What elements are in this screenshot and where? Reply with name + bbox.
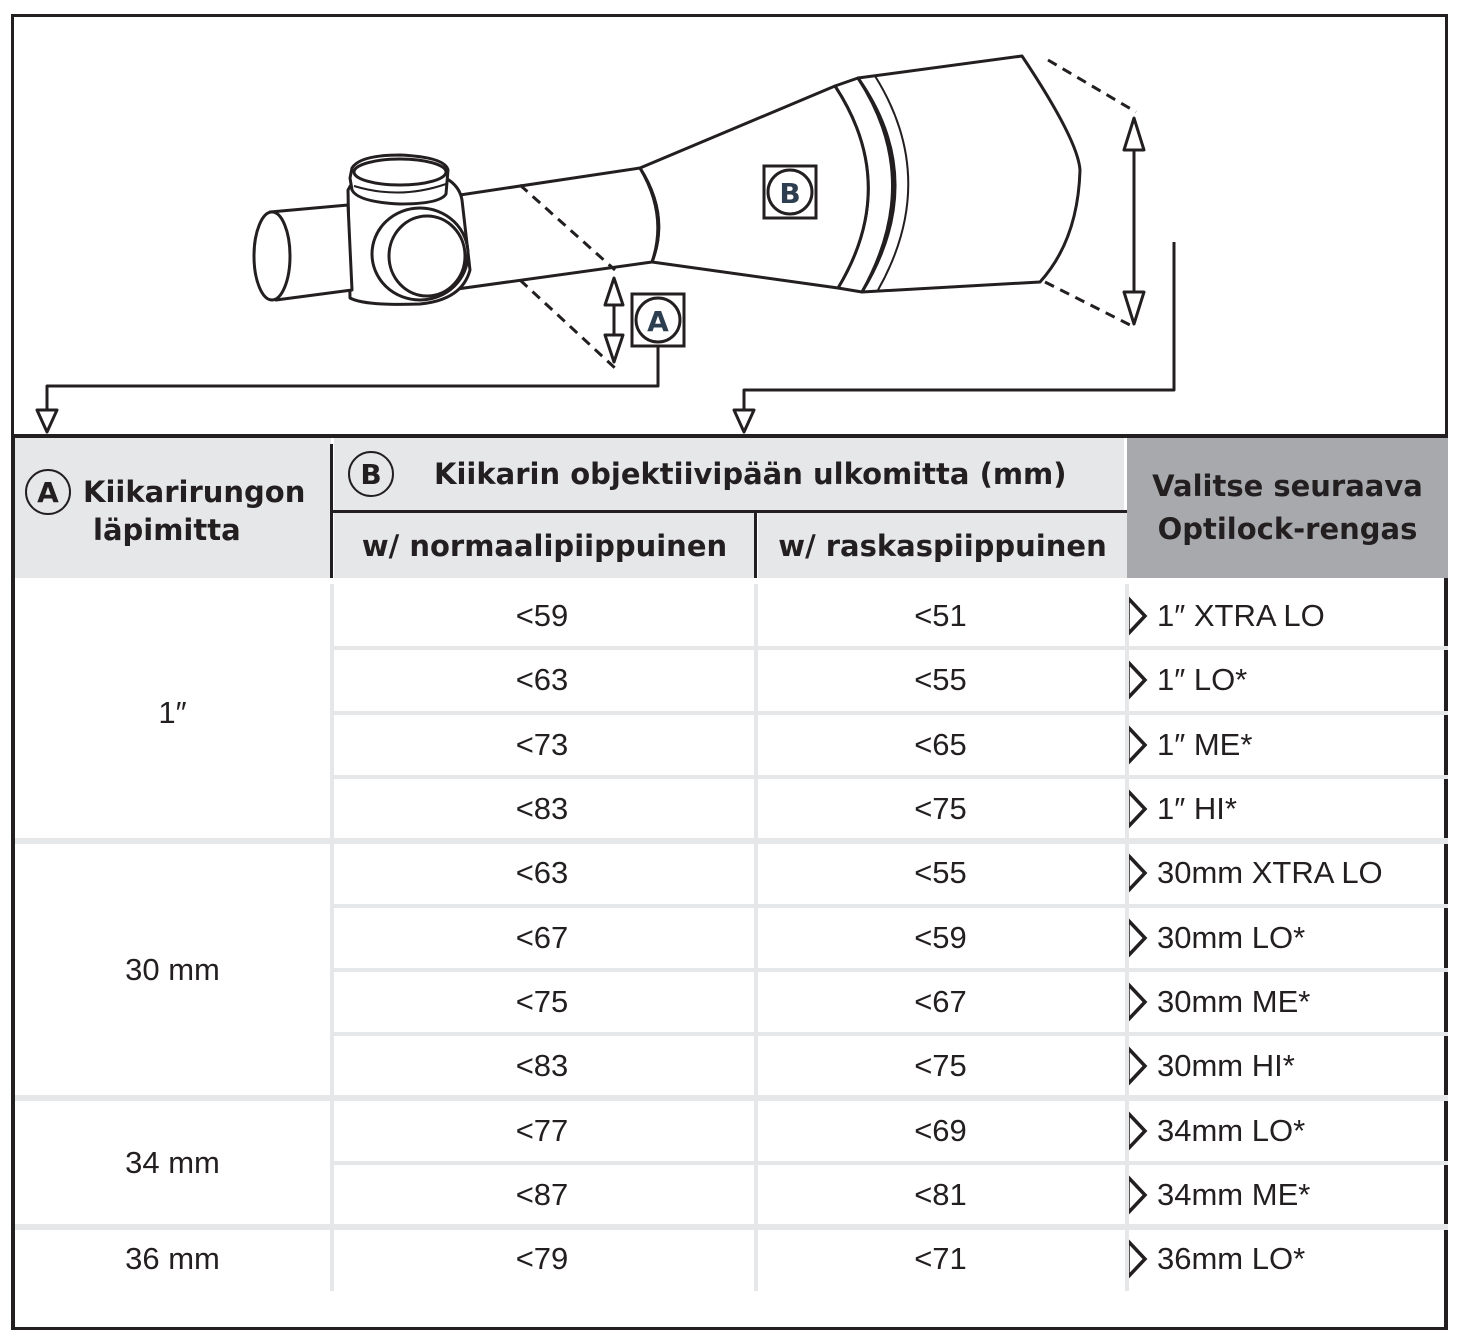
heavy-diameter-cell: <51 xyxy=(914,598,967,634)
normal-diameter-cell: <77 xyxy=(515,1112,569,1148)
normal-diameter-cell: <63 xyxy=(515,662,569,698)
header-ring-choice: Valitse seuraava Optilock-rengas xyxy=(1127,438,1448,578)
tube-diameter-cell: 36 mm xyxy=(125,1241,220,1277)
header-heavy-text: w/ raskaspiippuinen xyxy=(778,528,1107,563)
normal-diameter-cell: <79 xyxy=(515,1241,569,1277)
ring-choice-cell: 30mm ME* xyxy=(1157,983,1311,1019)
heavy-diameter-cell: <71 xyxy=(914,1241,967,1277)
heavy-diameter-cell: <55 xyxy=(914,855,967,891)
ring-selection-table: A Kiikarirungon läpimitta B Kiikarin obj… xyxy=(11,434,1448,1330)
header-normal-barrel: w/ normaalipiippuinen xyxy=(334,513,755,578)
heavy-diameter-cell: <55 xyxy=(914,662,967,698)
scope-cone xyxy=(638,84,870,290)
header-objective-diameter: B Kiikarin objektiivipään ulkomitta (mm) xyxy=(334,438,1124,510)
row-separator xyxy=(330,1032,1448,1037)
normal-diameter-cell: <83 xyxy=(515,1048,569,1084)
heavy-diameter-cell: <67 xyxy=(914,983,967,1019)
label-b-marker: B xyxy=(762,164,818,220)
row-separator xyxy=(330,903,1448,908)
group-separator xyxy=(15,838,1448,845)
scope-diagram: A B xyxy=(35,54,1176,434)
header-tube-line2: läpimitta xyxy=(93,513,241,547)
ring-choice-cell: 1″ XTRA LO xyxy=(1157,598,1325,634)
row-separator xyxy=(330,967,1448,972)
normal-diameter-cell: <87 xyxy=(515,1176,569,1212)
header-tube-diameter: A Kiikarirungon läpimitta xyxy=(15,438,331,578)
header-divider-2 xyxy=(754,513,757,578)
header-ring-line1: Valitse seuraava xyxy=(1152,469,1423,503)
ring-choice-cell: 30mm XTRA LO xyxy=(1157,855,1383,891)
row-separator xyxy=(330,774,1448,779)
header-ring-line2: Optilock-rengas xyxy=(1157,512,1418,546)
normal-diameter-cell: <73 xyxy=(515,726,569,762)
normal-diameter-cell: <83 xyxy=(515,791,569,827)
group-separator xyxy=(15,1095,1448,1102)
ring-choice-cell: 1″ HI* xyxy=(1157,791,1237,827)
header-subdivider xyxy=(330,510,1127,513)
row-separator xyxy=(330,646,1448,651)
column-separator xyxy=(754,584,758,1292)
ring-choice-cell: 30mm LO* xyxy=(1157,919,1306,955)
heavy-diameter-cell: <75 xyxy=(914,791,967,827)
ring-choice-cell: 34mm ME* xyxy=(1157,1176,1311,1212)
connector-a xyxy=(45,346,660,412)
header-heavy-barrel: w/ raskaspiippuinen xyxy=(758,513,1127,578)
ring-choice-cell: 30mm HI* xyxy=(1157,1048,1295,1084)
dimension-arrow-a xyxy=(603,276,625,364)
heavy-diameter-cell: <65 xyxy=(914,726,967,762)
normal-diameter-cell: <59 xyxy=(515,598,569,634)
objective-bell xyxy=(856,54,1082,294)
main-tube xyxy=(438,166,661,292)
ring-choice-cell: 36mm LO* xyxy=(1157,1241,1306,1277)
connector-b xyxy=(742,242,1176,412)
heavy-diameter-cell: <69 xyxy=(914,1112,967,1148)
badge-a: A xyxy=(25,469,71,515)
ring-choice-cell: 1″ ME* xyxy=(1157,726,1253,762)
normal-diameter-cell: <75 xyxy=(515,983,569,1019)
tube-diameter-cell: 1″ xyxy=(158,694,187,730)
row-separator xyxy=(330,710,1448,715)
heavy-diameter-cell: <75 xyxy=(914,1048,967,1084)
ring-choice-cell: 34mm LO* xyxy=(1157,1112,1306,1148)
column-separator xyxy=(1125,584,1129,1292)
heavy-diameter-cell: <81 xyxy=(914,1176,967,1212)
label-a-marker: A xyxy=(630,292,686,348)
dimension-arrow-b xyxy=(1122,116,1146,326)
heavy-diameter-cell: <59 xyxy=(914,919,967,955)
header-tube-line1: Kiikarirungon xyxy=(83,475,306,509)
normal-diameter-cell: <67 xyxy=(515,919,569,955)
ring-choice-cell: 1″ LO* xyxy=(1157,662,1248,698)
column-separator xyxy=(330,584,334,1292)
label-b-text: B xyxy=(779,177,800,210)
tube-diameter-cell: 30 mm xyxy=(125,951,220,987)
normal-diameter-cell: <63 xyxy=(515,855,569,891)
group-separator xyxy=(15,1224,1448,1230)
header-objective-title: Kiikarin objektiivipään ulkomitta (mm) xyxy=(434,457,1067,491)
header-normal-text: w/ normaalipiippuinen xyxy=(361,528,728,563)
label-a-text: A xyxy=(647,305,669,338)
row-separator xyxy=(330,1160,1448,1165)
badge-b: B xyxy=(348,451,394,497)
tube-diameter-cell: 34 mm xyxy=(125,1144,220,1180)
